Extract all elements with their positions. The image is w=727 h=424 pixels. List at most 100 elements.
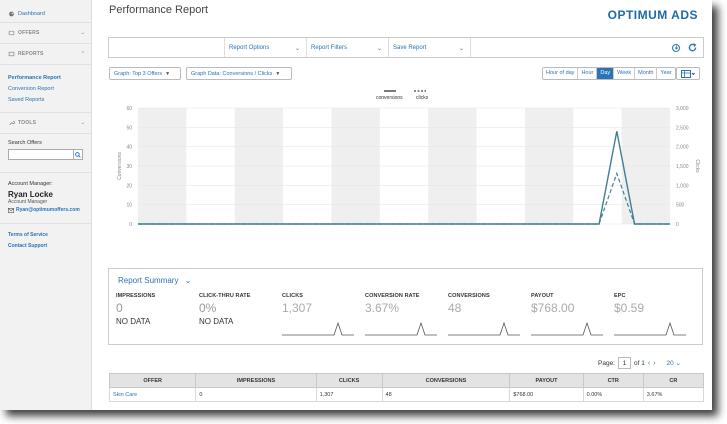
column-header-clicks[interactable]: CLICKS — [315, 373, 383, 388]
metric-no-data: NO DATA — [116, 317, 151, 326]
metric-value: 48 — [448, 301, 462, 315]
page-label: Page: — [598, 359, 615, 367]
time-hour-button[interactable]: Hour — [578, 68, 598, 79]
y2-tick-label: 2,000 — [676, 145, 689, 151]
metric-sparkline — [365, 321, 437, 336]
table-cell: $768.00 — [509, 387, 584, 402]
metric-label: PAYOUT — [531, 293, 554, 299]
time-month-button[interactable]: Month — [635, 68, 658, 79]
sidebar-section-label: TOOLS — [18, 120, 37, 126]
column-header-impressions[interactable]: IMPRESSIONS — [195, 373, 317, 388]
search-offers-label: Search Offers — [8, 140, 42, 146]
metric-value: $768.00 — [531, 301, 575, 315]
sidebar-section-offers[interactable]: OFFERS ⌄ — [0, 22, 91, 43]
table-cell: 1,307 — [315, 387, 383, 402]
page-size-select[interactable]: 20 ⌄ — [666, 360, 682, 367]
time-hour-of-day-button[interactable]: Hour of day — [543, 68, 579, 79]
report-filters-dropdown[interactable]: Report Filters ⌄ — [307, 38, 389, 57]
report-summary: Report Summary ⌄ IMPRESSIONS 0 NO DATA CLIC… — [108, 268, 703, 345]
caret-down-icon: ▼ — [165, 70, 171, 77]
metric-impressions: IMPRESSIONS 0 NO DATA — [116, 293, 196, 326]
search-input[interactable] — [8, 149, 74, 160]
series-line-conversions — [138, 131, 670, 225]
graph-type-dropdown[interactable]: Graph: Top 3 Offers ▼ — [109, 67, 181, 80]
performance-chart: conversions clicks 60 50 40 30 20 10 0 3,000 2,50… — [117, 90, 700, 228]
account-manager-name: Ryan Locke — [8, 190, 53, 199]
metric-label: CONVERSION RATE — [365, 293, 420, 299]
page-input[interactable]: 1 — [618, 357, 631, 369]
refresh-icon[interactable] — [688, 43, 697, 52]
report-options-dropdown[interactable]: Report Options ⌄ — [225, 38, 307, 57]
terms-of-service-link[interactable]: Terms of Service — [8, 232, 48, 238]
report-summary-toggle[interactable]: Report Summary ⌄ — [118, 276, 192, 285]
table-cell: 0.00% — [582, 387, 644, 402]
next-page-icon[interactable]: › — [653, 359, 656, 367]
account-manager-label: Account Manager: — [8, 181, 53, 187]
chevron-up-icon: ⌃ — [80, 51, 85, 57]
metric-label: CLICK-THRU RATE — [199, 293, 251, 299]
sidebar-item-dashboard[interactable]: Dashboard — [0, 6, 91, 22]
chevron-down-icon: ⌄ — [294, 46, 300, 52]
column-header-payout[interactable]: PAYOUT — [509, 373, 584, 388]
download-button[interactable] — [672, 43, 680, 52]
y2-tick-label: 3,000 — [676, 106, 689, 112]
metric-value: 3.67% — [365, 301, 400, 315]
sidebar-item-performance-report[interactable]: Performance Report — [8, 75, 61, 81]
column-header-ctr[interactable]: CTR — [582, 373, 644, 388]
sidebar-item-saved-reports[interactable]: Saved Reports — [8, 97, 45, 103]
time-year-button[interactable]: Year — [657, 68, 675, 79]
column-header-conversions[interactable]: CONVERSIONS — [381, 373, 511, 388]
prev-page-icon[interactable]: ‹ — [647, 359, 651, 367]
search-button[interactable] — [74, 149, 83, 160]
sidebar-section-label: REPORTS — [18, 51, 44, 57]
y2-tick-label: 1,500 — [676, 164, 689, 170]
metric-sparkline — [614, 321, 686, 336]
table-cell: 0 — [195, 387, 317, 402]
caret-down-icon: ▼ — [275, 70, 281, 77]
offer-link[interactable]: Skin Care — [108, 387, 197, 402]
column-header-offer[interactable]: OFFER — [108, 373, 197, 388]
offers-table: OFFER IMPRESSIONS CLICKS CONVERSIONS PAYOUT C… — [108, 373, 705, 402]
wrench-icon — [9, 120, 15, 126]
sidebar-section-reports[interactable]: REPORTS ⌃ — [0, 43, 91, 64]
metric-label: CONVERSIONS — [448, 293, 490, 299]
y2-axis-label: Clicks — [694, 159, 700, 173]
download-icon — [674, 45, 678, 50]
time-granularity-group: Hour of day Hour Day Week Month Year — [542, 67, 676, 80]
search-icon — [75, 151, 81, 158]
legend-label-clicks: clicks — [416, 95, 429, 101]
main-content: Performance Report OPTIMUM ADS Report Op… — [108, 0, 705, 410]
save-report-dropdown[interactable]: Save Report ⌄ — [389, 38, 471, 57]
graph-data-dropdown[interactable]: Graph Data: Conversions / Clicks ▼ — [186, 67, 292, 80]
y2-tick-label: 2,500 — [676, 125, 689, 131]
sidebar-section-tools[interactable]: TOOLS ⌄ — [0, 112, 91, 133]
chevron-down-icon: ⌄ — [80, 30, 85, 36]
chart-type-toggle[interactable] — [676, 67, 700, 80]
y-axis-label: Conversions — [117, 152, 123, 180]
column-header-cr[interactable]: CR — [642, 373, 705, 388]
metric-click-thru-rate: CLICK-THRU RATE 0% NO DATA — [199, 293, 279, 326]
metric-sparkline — [531, 321, 603, 336]
account-manager-email-link[interactable]: Ryan@optimumoffers.com — [8, 207, 83, 213]
time-day-button[interactable]: Day — [597, 68, 615, 79]
table-cell: 3.67% — [642, 387, 705, 402]
metric-conversions: CONVERSIONS 48 — [448, 293, 528, 315]
contact-support-link[interactable]: Contact Support — [8, 243, 48, 249]
y-tick-label: 60 — [126, 106, 132, 112]
y-tick-label: 20 — [126, 183, 132, 189]
time-week-button[interactable]: Week — [614, 68, 636, 79]
metric-value: 0 — [116, 301, 123, 315]
legend-label-conversions: conversions — [376, 95, 403, 101]
metric-no-data: NO DATA — [199, 317, 234, 326]
chevron-down-icon: ⌄ — [184, 276, 192, 285]
y-tick-label: 40 — [126, 145, 132, 151]
report-toolbar: Report Options ⌄ Report Filters ⌄ Save Rep… — [108, 37, 704, 58]
metric-payout: PAYOUT $768.00 — [531, 293, 611, 315]
brand-logo: OPTIMUM ADS — [607, 8, 698, 22]
offers-icon — [8, 30, 15, 36]
table-cell: 48 — [381, 387, 511, 402]
sidebar-item-conversion-report[interactable]: Conversion Report — [8, 86, 54, 92]
sidebar-section-label: OFFERS — [18, 30, 40, 36]
series-line-clicks — [138, 171, 670, 225]
page-of-label: of 1 — [634, 359, 645, 367]
